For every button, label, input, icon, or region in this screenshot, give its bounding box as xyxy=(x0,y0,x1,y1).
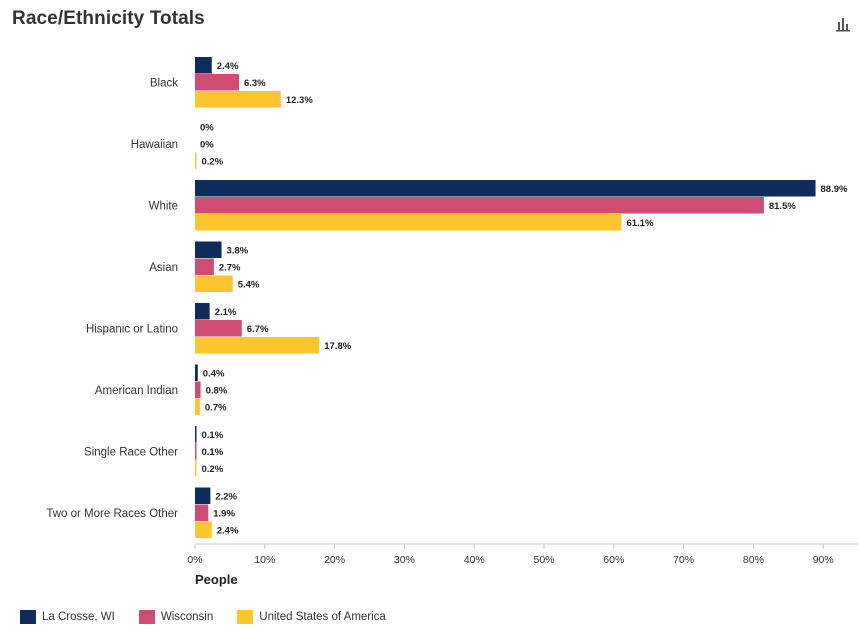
bar-wisconsin xyxy=(195,197,764,214)
bar-chart-menu-icon xyxy=(836,18,850,32)
bar-wisconsin xyxy=(195,381,201,398)
data-label: 3.8% xyxy=(227,245,249,256)
x-tick-label: 80% xyxy=(743,554,764,566)
x-tick-label: 40% xyxy=(464,554,485,566)
data-label: 0.2% xyxy=(202,464,224,475)
x-tick-label: 90% xyxy=(813,554,834,566)
legend-item-wisconsin[interactable]: Wisconsin xyxy=(138,610,214,624)
bar-wisconsin xyxy=(195,74,239,91)
category-label: Two or More Races Other xyxy=(46,508,178,520)
data-label: 61.1% xyxy=(626,218,653,229)
data-label: 0% xyxy=(200,122,214,133)
category-label: White xyxy=(149,201,178,213)
bar-united-states-of-america xyxy=(195,275,233,292)
data-label: 2.4% xyxy=(217,61,239,72)
bar-united-states-of-america xyxy=(195,521,212,538)
bar-la-crosse-wi xyxy=(195,303,210,320)
data-label: 2.1% xyxy=(215,307,237,318)
bar-la-crosse-wi xyxy=(195,180,816,197)
category-label: American Indian xyxy=(95,385,178,397)
legend-label: United States of America xyxy=(259,611,386,623)
bar-united-states-of-america xyxy=(195,91,281,108)
x-tick-label: 30% xyxy=(394,554,415,566)
x-tick-label: 50% xyxy=(533,554,554,566)
data-label: 0.4% xyxy=(203,368,225,379)
bar-wisconsin xyxy=(195,320,242,337)
category-label: Hawaiian xyxy=(131,139,178,151)
data-label: 88.9% xyxy=(821,184,848,195)
legend-swatch-wisconsin xyxy=(138,610,155,624)
data-label: 0.7% xyxy=(205,402,227,413)
legend-swatch-la-crosse xyxy=(20,610,36,624)
data-label: 1.9% xyxy=(213,508,235,519)
data-label: 17.8% xyxy=(324,341,351,352)
bar-united-states-of-america xyxy=(195,337,320,354)
legend-item-usa[interactable]: United States of America xyxy=(237,610,386,624)
bar-la-crosse-wi xyxy=(195,241,222,258)
data-label: 0.2% xyxy=(202,156,224,167)
data-label: 6.7% xyxy=(247,324,269,335)
x-tick-label: 0% xyxy=(187,554,202,566)
x-tick-label: 70% xyxy=(673,554,694,566)
legend-label: Wisconsin xyxy=(160,611,214,623)
bar-wisconsin xyxy=(195,258,214,275)
x-tick-label: 60% xyxy=(603,554,624,566)
legend-item-la-crosse[interactable]: La Crosse, WI xyxy=(20,610,115,624)
x-tick-label: 10% xyxy=(254,554,275,566)
bar-wisconsin xyxy=(195,443,197,460)
data-label: 0.8% xyxy=(206,385,228,396)
data-label: 6.3% xyxy=(244,78,266,89)
bar-united-states-of-america xyxy=(195,460,197,477)
bar-chart: Black 2.4% 6.3% 12.3% Hawaiian 0% 0% 0.2% White 8… xyxy=(46,57,858,587)
data-label: 5.4% xyxy=(238,279,260,290)
bar-wisconsin xyxy=(195,504,209,521)
chart-menu-button[interactable] xyxy=(836,14,852,32)
data-label: 2.7% xyxy=(219,262,241,273)
legend-label: La Crosse, WI xyxy=(42,611,115,623)
bar-united-states-of-america xyxy=(195,398,200,415)
bar-united-states-of-america xyxy=(195,152,197,169)
bar-la-crosse-wi xyxy=(195,487,211,504)
x-axis-title: People xyxy=(195,572,238,587)
category-label: Hispanic or Latino xyxy=(86,324,178,336)
category-label: Asian xyxy=(149,262,178,274)
chart-title: Race/Ethnicity Totals xyxy=(12,8,205,29)
category-label: Black xyxy=(150,78,178,90)
bar-la-crosse-wi xyxy=(195,57,212,74)
x-tick-label: 20% xyxy=(324,554,345,566)
data-label: 12.3% xyxy=(286,95,313,106)
data-label: 0.1% xyxy=(202,447,224,458)
data-label: 81.5% xyxy=(769,201,796,212)
bar-la-crosse-wi xyxy=(195,426,197,443)
data-label: 2.2% xyxy=(215,491,237,502)
legend-swatch-usa xyxy=(237,610,254,624)
data-label: 0% xyxy=(200,139,214,150)
data-label: 0.1% xyxy=(202,430,224,441)
bar-la-crosse-wi xyxy=(195,364,198,381)
data-label: 2.4% xyxy=(217,525,239,536)
category-label: Single Race Other xyxy=(84,447,178,459)
bar-united-states-of-america xyxy=(195,214,622,231)
chart-legend: La Crosse, WI Wisconsin United States of… xyxy=(20,610,386,624)
